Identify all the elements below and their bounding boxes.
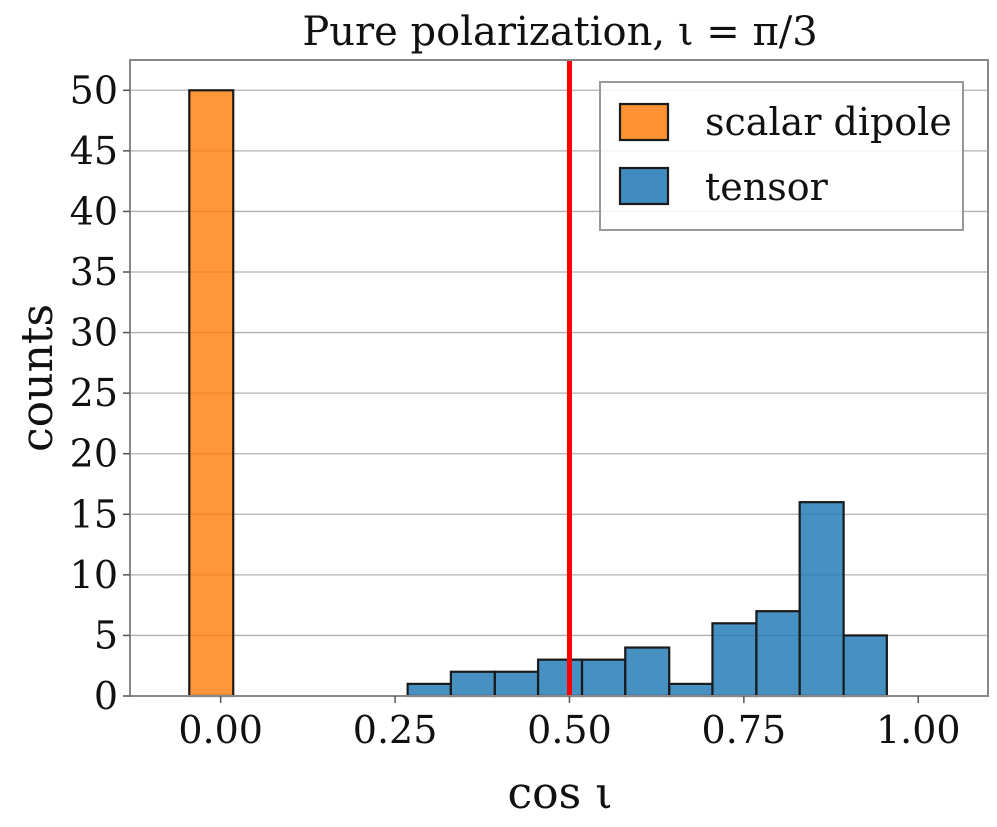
legend-swatch-tensor: [618, 166, 670, 206]
legend: scalar dipole tensor: [599, 81, 964, 231]
y-tick-label-7: 35: [70, 250, 118, 294]
y-tick-label-10: 50: [70, 68, 118, 112]
plot-frame: [129, 59, 989, 697]
bar-scalar-dipole-0: [188, 89, 235, 698]
bar-tensor-1: [449, 670, 496, 698]
legend-label-scalar-dipole: scalar dipole: [705, 100, 952, 144]
y-tick-label-3: 15: [70, 492, 118, 536]
bar-tensor-8: [755, 610, 801, 698]
chart-title: Pure polarization, ι = π/3: [302, 9, 817, 55]
x-axis-label: cos ι: [508, 768, 613, 819]
y-tick-label-8: 40: [70, 189, 118, 233]
bars: [188, 89, 888, 698]
x-tick-label-0: 0.00: [178, 708, 263, 752]
x-tick-label-1: 0.25: [353, 708, 438, 752]
y-tick-label-1: 5: [94, 613, 118, 657]
y-tick-label-6: 30: [70, 311, 118, 355]
y-tick-label-4: 20: [70, 432, 118, 476]
y-tick-label-0: 0: [94, 674, 118, 718]
legend-label-tensor: tensor: [705, 165, 829, 209]
x-tick-label-4: 1.00: [876, 708, 961, 752]
bar-tensor-9: [798, 501, 845, 698]
bar-tensor-10: [842, 634, 888, 698]
bar-tensor-2: [493, 670, 540, 698]
bar-tensor-3: [536, 658, 584, 698]
bar-tensor-0: [406, 682, 452, 698]
x-tick-label-3: 0.75: [702, 708, 787, 752]
y-tick-label-5: 25: [70, 371, 118, 415]
bar-tensor-4: [580, 658, 627, 698]
bar-tensor-7: [711, 622, 758, 698]
x-tick-label-2: 0.50: [527, 708, 612, 752]
bar-tensor-6: [668, 682, 714, 698]
bar-tensor-5: [624, 646, 671, 698]
legend-swatch-scalar-dipole: [618, 102, 670, 142]
y-axis-label: counts: [12, 304, 63, 452]
y-tick-label-2: 10: [70, 553, 118, 597]
y-tick-label-9: 45: [70, 129, 118, 173]
tick-labels: 0.00 0.25 0.50 0.75 1.00 0 5 10 15 20 25 30 35 40 45 50: [70, 68, 961, 752]
